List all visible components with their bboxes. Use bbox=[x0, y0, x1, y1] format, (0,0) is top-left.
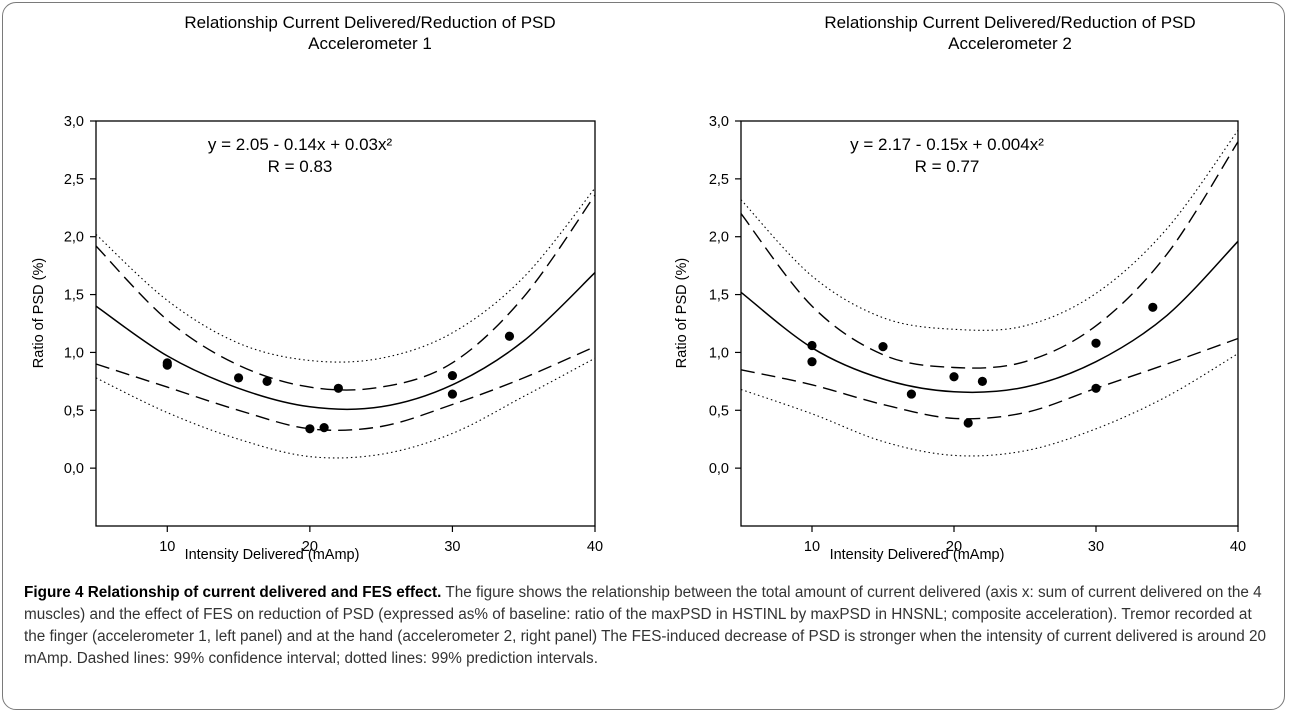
panel-1-y-tick-label: 1,5 bbox=[64, 288, 84, 304]
panel-1-x-tick-label: 20 bbox=[302, 539, 318, 555]
panel-1-confidence-interval-upper bbox=[95, 194, 596, 391]
panel-1-x-axis-label: Intensity Delivered (mAmp) bbox=[185, 547, 360, 563]
panel-2-y-tick-label: 2,5 bbox=[709, 172, 729, 188]
panel-2-y-tick-label: 2,0 bbox=[709, 230, 729, 246]
panel-2-data-point bbox=[807, 340, 817, 351]
panel-2-x-tick-label: 40 bbox=[1230, 539, 1246, 555]
panel-2-x-tick-label: 10 bbox=[804, 539, 820, 555]
panel-2-title-line2: Accelerometer 2 bbox=[948, 34, 1072, 53]
panel-2-data-point bbox=[1148, 302, 1158, 312]
panel-1-plot-frame bbox=[95, 120, 596, 527]
panel-1-data-point bbox=[162, 358, 172, 368]
panel-1-title-line1: Relationship Current Delivered/Reduction… bbox=[184, 13, 556, 32]
panel-2-y-tick-label: 1,0 bbox=[709, 345, 729, 361]
panel-1-data-point bbox=[233, 373, 244, 383]
panel-1-r-label: R = 0.83 bbox=[268, 157, 333, 176]
panel-2-r-label: R = 0.77 bbox=[915, 157, 980, 176]
panel-1-title-line2: Accelerometer 1 bbox=[308, 34, 432, 53]
panel-2-plot-frame bbox=[740, 120, 1239, 527]
caption-heading: Figure 4 Relationship of current deliver… bbox=[24, 584, 442, 601]
panel-1-y-tick-label: 0,5 bbox=[64, 403, 84, 419]
panel-1-regression-fit-line bbox=[95, 272, 596, 411]
panel-1-y-tick-label: 3,0 bbox=[64, 114, 84, 130]
caption-body: The figure shows the relationship betwee… bbox=[24, 584, 1266, 667]
panel-1-prediction-interval-lower bbox=[95, 357, 596, 459]
panel-1-data-point bbox=[447, 370, 458, 381]
panel-2-data-point bbox=[1091, 338, 1101, 348]
panel-2-confidence-interval-upper bbox=[740, 141, 1239, 369]
panel-2-title-line1: Relationship Current Delivered/Reduction… bbox=[824, 13, 1196, 32]
panel-2-y-tick-label: 1,5 bbox=[709, 288, 729, 304]
panel-1-y-tick-label: 2,5 bbox=[64, 172, 84, 188]
panel-2-title: Relationship Current Delivered/Reduction… bbox=[710, 12, 1290, 54]
panel-1-y-tick-label: 0,0 bbox=[64, 461, 84, 477]
panel-2-y-axis-label: Ratio of PSD (%) bbox=[674, 258, 690, 368]
chart-panel-1: 0,0 0,5 1,0 1,5 2,0 2,5 3,0 10 20 30 40 y = 2.05 -… bbox=[31, 114, 603, 563]
panel-2-x-tick-label: 30 bbox=[1088, 539, 1104, 555]
panel-1-y-tick-label: 1,0 bbox=[64, 345, 84, 361]
panel-1-data-point bbox=[504, 331, 515, 341]
panel-2-regression-fit-line bbox=[740, 240, 1239, 394]
panel-2-data-point bbox=[1091, 383, 1101, 393]
panel-1-title: Relationship Current Delivered/Reduction… bbox=[70, 12, 670, 54]
panel-1-data-point bbox=[262, 376, 272, 386]
panel-2-data-point bbox=[878, 342, 888, 352]
panel-2-data-point bbox=[906, 389, 917, 399]
panel-2-x-axis-label: Intensity Delivered (mAmp) bbox=[830, 547, 1005, 563]
panel-2-y-tick-label: 3,0 bbox=[709, 114, 729, 130]
panel-1-x-tick-label: 10 bbox=[159, 539, 175, 555]
panel-1-data-point bbox=[447, 389, 458, 399]
panel-1-y-axis-label: Ratio of PSD (%) bbox=[31, 258, 47, 368]
panel-2-y-tick-label: 0,0 bbox=[709, 461, 729, 477]
panel-2-prediction-interval-upper bbox=[740, 129, 1239, 331]
panel-2-data-point bbox=[949, 372, 959, 382]
panel-1-y-tick-label: 2,0 bbox=[64, 230, 84, 246]
panel-2-confidence-interval-lower bbox=[740, 337, 1239, 420]
panel-2-data-point bbox=[977, 376, 988, 386]
panel-1-data-point bbox=[305, 424, 315, 434]
panel-1-equation: y = 2.05 - 0.14x + 0.03x² bbox=[208, 135, 393, 154]
panel-1-x-tick-label: 30 bbox=[444, 539, 460, 555]
panel-1-confidence-interval-lower bbox=[95, 345, 596, 431]
panel-2-equation: y = 2.17 - 0.15x + 0.004x² bbox=[850, 135, 1044, 154]
panel-1-data-point bbox=[319, 423, 329, 433]
panel-2-data-point bbox=[807, 357, 817, 367]
panel-2-y-tick-label: 0,5 bbox=[709, 403, 729, 419]
panel-1-prediction-interval-upper bbox=[95, 187, 596, 363]
panel-2-data-point bbox=[963, 418, 973, 428]
figure-caption: Figure 4 Relationship of current deliver… bbox=[24, 582, 1269, 670]
panel-2-x-tick-label: 20 bbox=[946, 539, 962, 555]
panel-1-x-tick-label: 40 bbox=[587, 539, 603, 555]
panel-2-prediction-interval-lower bbox=[740, 353, 1239, 457]
chart-panel-2: 0,0 0,5 1,0 1,5 2,0 2,5 3,0 10 20 30 40 y = 2.17 -… bbox=[674, 114, 1246, 563]
panel-1-data-point bbox=[333, 383, 343, 393]
